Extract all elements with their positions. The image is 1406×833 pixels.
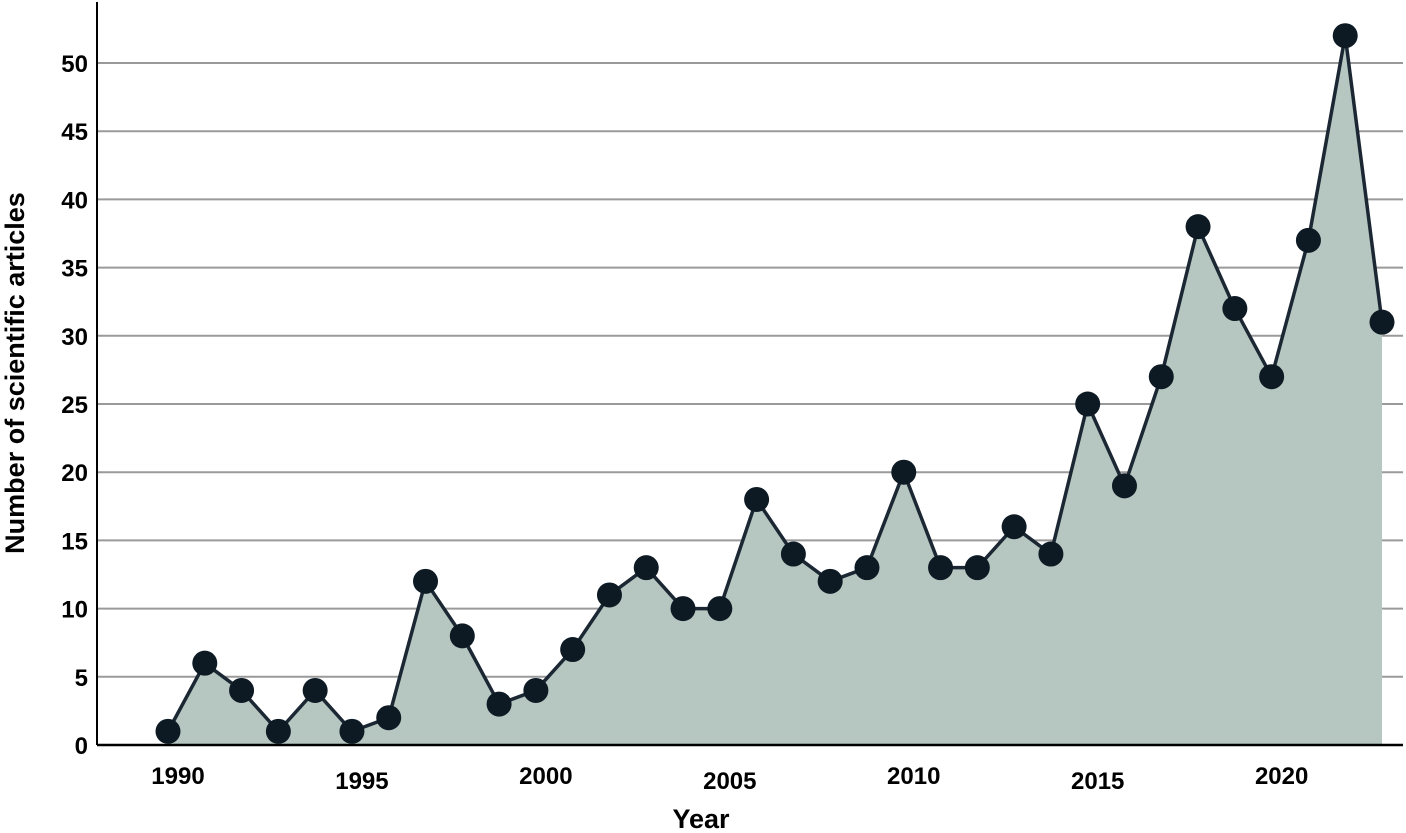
data-point <box>707 596 733 622</box>
y-tick-label: 40 <box>61 187 88 214</box>
y-tick-label: 5 <box>75 665 88 692</box>
x-tick-label: 2000 <box>519 763 572 790</box>
data-point <box>376 705 402 731</box>
data-point <box>1259 364 1285 390</box>
x-tick-label: 2015 <box>1071 768 1124 795</box>
data-point <box>1185 214 1211 240</box>
y-tick-label: 10 <box>61 597 88 624</box>
x-tick-labels: 1990 1995 2000 2005 2010 2015 2020 <box>151 763 1308 795</box>
data-point <box>1148 364 1174 390</box>
data-point <box>265 718 291 744</box>
data-point <box>1222 296 1248 322</box>
y-tick-label: 0 <box>75 733 88 760</box>
data-point <box>1369 309 1395 335</box>
data-point <box>964 555 990 581</box>
x-tick-label: 1990 <box>151 763 204 790</box>
data-point <box>1001 514 1027 540</box>
data-point <box>744 486 770 512</box>
data-point <box>596 582 622 608</box>
data-point <box>339 718 365 744</box>
y-tick-label: 20 <box>61 460 88 487</box>
data-point <box>486 691 512 717</box>
y-tick-label: 30 <box>61 324 88 351</box>
x-tick-label: 2010 <box>887 763 940 790</box>
data-point <box>633 555 659 581</box>
data-point <box>854 555 880 581</box>
data-point <box>192 650 218 676</box>
data-point <box>780 541 806 567</box>
y-tick-label: 45 <box>61 119 88 146</box>
gridlines <box>97 62 1403 678</box>
series-line <box>166 33 1384 734</box>
area-layer <box>168 35 1382 746</box>
data-point <box>302 677 328 703</box>
data-point <box>413 568 439 594</box>
data-point <box>817 568 843 594</box>
x-tick-label: 2005 <box>703 768 756 795</box>
data-point <box>560 637 586 663</box>
series-area <box>168 35 1382 746</box>
y-axis-title: Number of scientific articles <box>0 192 30 554</box>
y-tick-label: 35 <box>61 256 88 283</box>
data-point <box>928 555 954 581</box>
data-point <box>449 623 475 649</box>
data-point <box>1038 541 1064 567</box>
x-tick-label: 2020 <box>1255 763 1308 790</box>
data-point <box>1332 23 1358 49</box>
axes <box>96 2 1403 747</box>
data-point <box>1295 227 1321 253</box>
data-point <box>891 459 917 485</box>
data-point <box>1075 391 1101 417</box>
y-tick-label: 25 <box>61 392 88 419</box>
series-line-layer <box>166 33 1384 734</box>
x-tick-label: 1995 <box>335 768 388 795</box>
markers <box>155 23 1395 744</box>
y-tick-label: 50 <box>61 51 88 78</box>
y-tick-label: 15 <box>61 528 88 555</box>
data-point <box>1111 473 1137 499</box>
data-point <box>523 677 549 703</box>
y-tick-labels: 0 5 10 15 20 25 30 35 40 45 50 <box>61 51 88 760</box>
data-point <box>155 718 181 744</box>
x-axis-title: Year <box>672 804 730 833</box>
data-point <box>229 677 255 703</box>
data-point <box>670 596 696 622</box>
